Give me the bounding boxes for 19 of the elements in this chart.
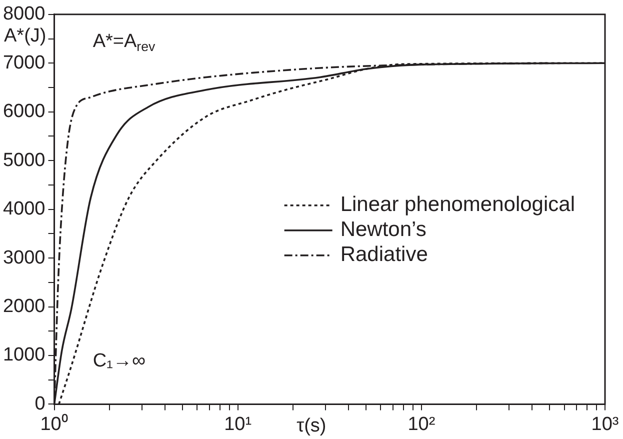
y-tick-label: 7000 <box>2 52 46 74</box>
x-tick-label: 10¹ <box>224 414 252 435</box>
y-axis-title: A*(J) <box>4 26 46 47</box>
x-axis-title: τ(s) <box>296 415 326 436</box>
x-tick-label: 10³ <box>591 414 619 435</box>
y-tick-label: 8000 <box>2 4 46 25</box>
legend-label: Newton’s <box>340 218 426 242</box>
legend-label: Radiative <box>340 243 428 266</box>
x-tick-label: 10⁰ <box>40 412 68 435</box>
y-tick-label: 2000 <box>2 296 46 317</box>
y-tick-label: 4000 <box>2 198 46 220</box>
y-tick-label: 3000 <box>2 247 46 268</box>
y-tick-label: 5000 <box>2 150 46 171</box>
x-tick-label: 10² <box>408 414 436 435</box>
annotation: C₁→∞ <box>92 350 146 372</box>
y-tick-label: 1000 <box>2 344 46 366</box>
y-tick-label: 6000 <box>2 101 46 122</box>
legend-label: Linear phenomenological <box>340 193 575 216</box>
y-tick-label: 0 <box>34 393 46 414</box>
